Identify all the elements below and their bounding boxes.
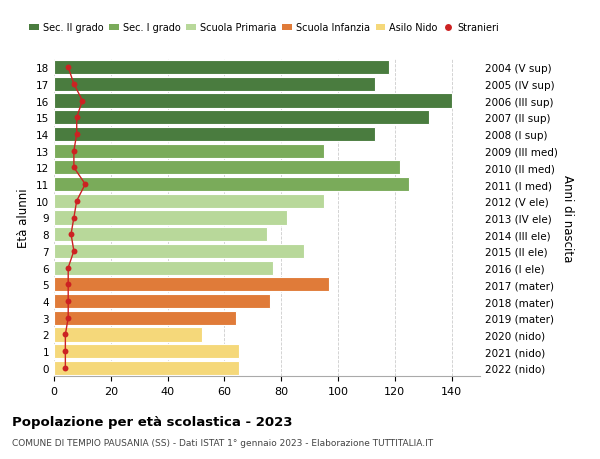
Point <box>61 364 70 372</box>
Bar <box>54 278 329 292</box>
Point <box>69 248 79 255</box>
Bar <box>54 178 409 192</box>
Text: COMUNE DI TEMPIO PAUSANIA (SS) - Dati ISTAT 1° gennaio 2023 - Elaborazione TUTTI: COMUNE DI TEMPIO PAUSANIA (SS) - Dati IS… <box>12 438 433 448</box>
Bar <box>54 361 239 375</box>
Bar <box>54 261 272 275</box>
Bar <box>54 94 452 108</box>
Bar <box>54 61 389 75</box>
Bar <box>54 328 202 342</box>
Bar <box>54 161 400 175</box>
Bar <box>54 294 270 308</box>
Bar <box>54 194 324 208</box>
Bar <box>54 144 324 158</box>
Point <box>72 198 82 205</box>
Bar <box>54 244 304 258</box>
Bar <box>54 128 375 142</box>
Point <box>66 231 76 238</box>
Bar <box>54 311 236 325</box>
Point <box>69 214 79 222</box>
Point <box>61 331 70 338</box>
Y-axis label: Anni di nascita: Anni di nascita <box>562 174 574 262</box>
Point <box>77 98 87 105</box>
Point <box>69 164 79 172</box>
Point <box>64 64 73 72</box>
Point <box>72 114 82 122</box>
Point <box>64 298 73 305</box>
Point <box>61 348 70 355</box>
Point <box>64 281 73 288</box>
Point <box>72 131 82 138</box>
Bar <box>54 228 267 242</box>
Y-axis label: Età alunni: Età alunni <box>17 188 31 248</box>
Legend: Sec. II grado, Sec. I grado, Scuola Primaria, Scuola Infanzia, Asilo Nido, Stran: Sec. II grado, Sec. I grado, Scuola Prim… <box>29 23 499 34</box>
Bar <box>54 211 287 225</box>
Point <box>69 81 79 88</box>
Bar <box>54 344 239 358</box>
Point <box>64 314 73 322</box>
Point <box>80 181 90 188</box>
Text: Popolazione per età scolastica - 2023: Popolazione per età scolastica - 2023 <box>12 415 293 428</box>
Bar <box>54 111 429 125</box>
Point <box>64 264 73 272</box>
Bar <box>54 78 375 92</box>
Point <box>69 148 79 155</box>
